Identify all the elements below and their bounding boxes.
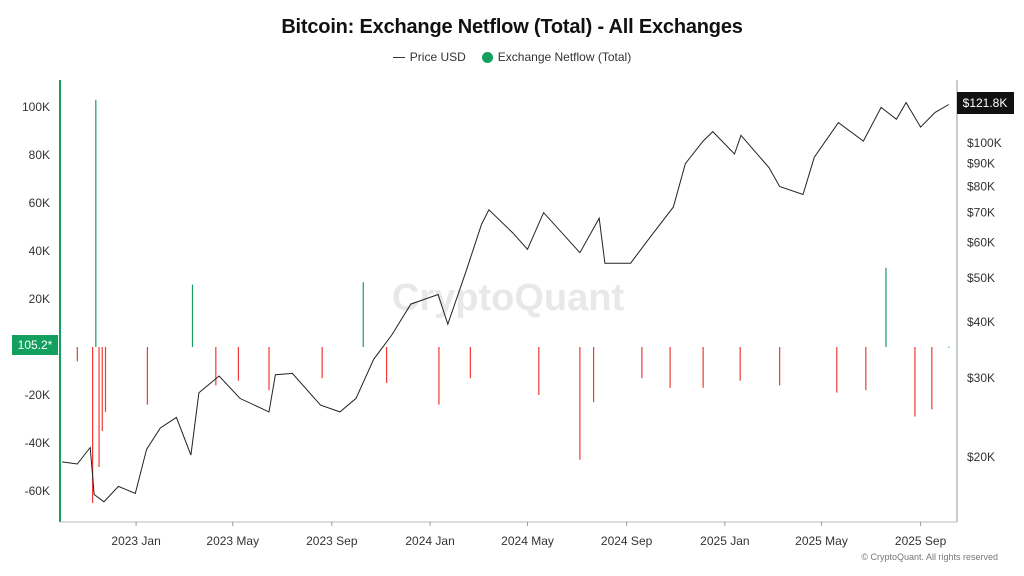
netflow-bar <box>268 347 270 391</box>
x-tick-label: 2025 Jan <box>700 534 749 548</box>
netflow-bar <box>469 347 471 379</box>
legend-label-netflow: Exchange Netflow (Total) <box>497 50 632 64</box>
netflow-bar <box>76 347 78 362</box>
x-tick-label: 2024 Jan <box>405 534 454 548</box>
netflow-bar <box>362 282 364 347</box>
netflow-bar <box>948 346 950 348</box>
netflow-bar <box>98 347 100 467</box>
left-tick-label: 40K <box>29 244 50 258</box>
left-tick-label: 20K <box>29 292 50 306</box>
netflow-bar <box>641 347 643 379</box>
x-tick-label: 2023 May <box>206 534 259 548</box>
netflow-bar <box>914 347 916 417</box>
copyright-text: © CryptoQuant. All rights reserved <box>861 552 998 562</box>
netflow-bar <box>385 347 388 383</box>
netflow-bar <box>538 347 540 395</box>
right-tick-label: $100K <box>967 136 1002 150</box>
netflow-bar <box>592 347 595 403</box>
current-netflow-label: 105.2* <box>18 338 53 352</box>
netflow-bar <box>885 267 887 347</box>
netflow-bar <box>146 347 148 405</box>
x-tick-label: 2023 Sep <box>306 534 358 548</box>
x-tick-label: 2025 May <box>795 534 848 548</box>
legend-item-netflow[interactable]: Exchange Netflow (Total) <box>481 50 632 64</box>
right-tick-label: $90K <box>967 157 995 171</box>
price-line <box>61 101 950 503</box>
legend-dot-icon <box>481 51 493 63</box>
netflow-bar <box>101 347 103 431</box>
left-tick-label: 60K <box>29 196 50 210</box>
right-tick-label: $70K <box>967 206 995 220</box>
right-tick-label: $40K <box>967 315 995 329</box>
right-tick-label: $60K <box>967 236 995 250</box>
current-price-label: $121.8K <box>963 96 1008 110</box>
current-netflow-box <box>12 335 58 355</box>
netflow-bar <box>931 347 933 410</box>
right-tick-label: $20K <box>967 450 995 464</box>
current-price-marker: $121.8K <box>957 92 1014 114</box>
legend-item-price[interactable]: Price USD <box>392 50 466 64</box>
netflow-bar <box>779 347 781 386</box>
netflow-bars <box>76 99 950 503</box>
chart-legend: Price USD Exchange Netflow (Total) <box>0 50 1024 64</box>
left-tick-label: 100K <box>22 100 50 114</box>
x-tick-label: 2023 Jan <box>111 534 160 548</box>
chart-title: Bitcoin: Exchange Netflow (Total) - All … <box>281 16 743 38</box>
netflow-bar <box>321 347 323 379</box>
watermark-text: CryptoQuant <box>392 277 625 319</box>
right-axis-ticks: $100K $90K $80K $70K $60K $50K $40K $30K $20K <box>967 136 1002 464</box>
netflow-bar <box>865 347 867 391</box>
netflow-bar <box>237 347 239 381</box>
current-price-box <box>957 92 1014 114</box>
netflow-bar <box>191 284 194 347</box>
left-axis-ticks: 100K 80K 60K 40K 20K -20K -40K -60K <box>22 100 50 498</box>
netflow-bar <box>215 347 217 386</box>
right-tick-label: $80K <box>967 180 995 194</box>
netflow-bar <box>739 347 741 381</box>
x-tick-label: 2024 Sep <box>601 534 653 548</box>
left-tick-label: 80K <box>29 148 50 162</box>
right-tick-label: $50K <box>967 271 995 285</box>
netflow-bar <box>438 347 440 405</box>
current-netflow-marker: 105.2* <box>12 335 58 355</box>
left-tick-label: -20K <box>25 388 50 402</box>
legend-label-price: Price USD <box>409 50 466 64</box>
netflow-bar <box>669 347 671 388</box>
netflow-bar <box>95 99 97 347</box>
netflow-bar <box>579 347 581 460</box>
netflow-bar <box>104 347 107 412</box>
x-axis-ticks: 2023 Jan 2023 May 2023 Sep 2024 Jan 2024 May… <box>111 522 947 548</box>
left-tick-label: -60K <box>25 484 50 498</box>
legend-line-icon <box>392 56 405 58</box>
netflow-bar <box>836 347 838 393</box>
left-tick-label: -40K <box>25 436 50 450</box>
x-tick-label: 2024 May <box>501 534 554 548</box>
netflow-bar <box>702 347 704 388</box>
right-tick-label: $30K <box>967 371 995 385</box>
netflow-bar <box>92 347 94 503</box>
x-tick-label: 2025 Sep <box>895 534 947 548</box>
